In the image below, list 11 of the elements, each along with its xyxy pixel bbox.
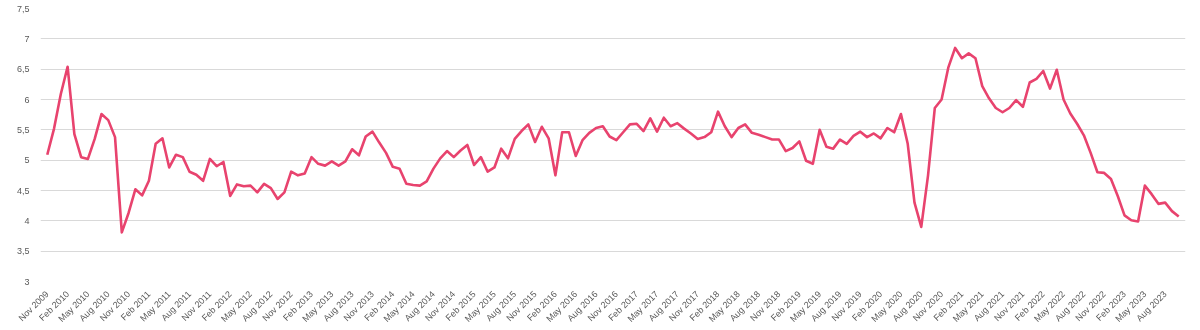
y-tick-label: 6 — [24, 94, 30, 105]
y-tick-label: 4 — [24, 215, 30, 226]
y-tick-label: 4,5 — [16, 185, 30, 196]
y-tick-label: 5 — [24, 155, 30, 166]
y-tick-label: 3,5 — [16, 246, 30, 257]
y-tick-label: 7,5 — [16, 3, 30, 14]
y-tick-label: 7 — [24, 33, 30, 44]
y-tick-label: 6,5 — [16, 64, 30, 75]
y-tick-label: 5,5 — [16, 124, 30, 135]
y-tick-label: 3 — [24, 276, 30, 287]
line-series — [45, 46, 1181, 234]
